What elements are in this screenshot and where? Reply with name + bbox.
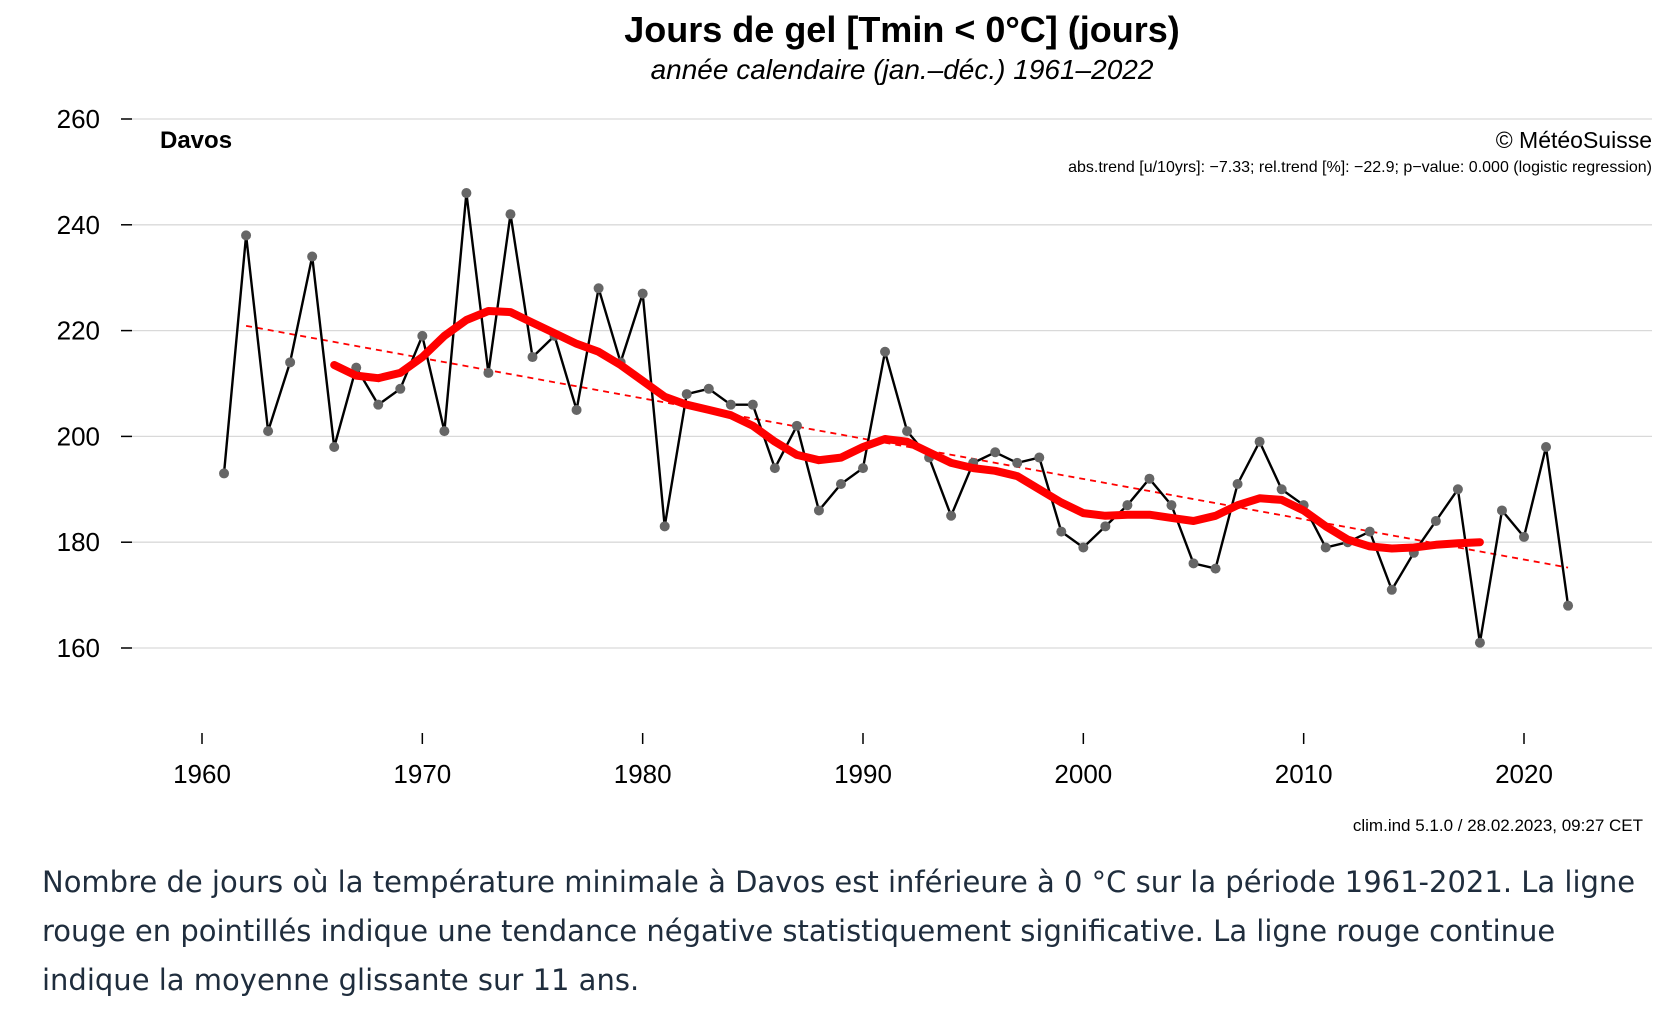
y-axis: 160 180 200 220 240 260: [57, 104, 132, 663]
x-tick-label: 2020: [1495, 759, 1553, 789]
data-point: [527, 352, 538, 363]
data-point: [1474, 637, 1485, 648]
data-point: [946, 510, 957, 521]
frost-days-chart: Jours de gel [Tmin < 0°C] (jours) année …: [57, 9, 1652, 835]
data-point: [1563, 600, 1574, 611]
trend-layer: [245, 324, 1569, 569]
data-point: [1144, 473, 1155, 484]
data-point: [990, 447, 1001, 458]
data-point: [769, 463, 780, 474]
grid: [132, 118, 1652, 649]
y-tick-label: 200: [57, 421, 100, 451]
x-axis: 1960 1970 1980 1990 2000 2010 2020: [173, 733, 1553, 789]
data-point: [1122, 500, 1133, 511]
data-point: [1188, 558, 1199, 569]
y-tick-label: 260: [57, 104, 100, 134]
data-point: [1034, 452, 1045, 463]
data-point: [1100, 521, 1111, 532]
data-point: [1541, 441, 1552, 452]
station-label: Davos: [160, 127, 232, 154]
moving-average-line: [330, 307, 1484, 553]
data-point: [571, 404, 582, 415]
data-point: [1386, 584, 1397, 595]
data-point: [263, 426, 274, 437]
x-tick-label: 1970: [393, 759, 451, 789]
data-point: [1496, 505, 1507, 516]
x-tick-label: 1980: [614, 759, 672, 789]
data-point: [241, 230, 252, 241]
data-point: [1320, 542, 1331, 553]
data-point: [373, 399, 384, 410]
data-point: [1364, 526, 1375, 537]
data-point: [1078, 542, 1089, 553]
x-tick-label: 2000: [1054, 759, 1112, 789]
data-point: [637, 288, 648, 299]
chart-caption: Nombre de jours où la température minima…: [42, 865, 1636, 997]
data-point: [1232, 479, 1243, 490]
data-point: [1210, 563, 1221, 574]
trend-line: [245, 324, 1569, 569]
data-point: [505, 209, 516, 220]
data-point: [307, 251, 318, 262]
chart-title: Jours de gel [Tmin < 0°C] (jours): [624, 9, 1179, 50]
data-point: [1452, 484, 1463, 495]
x-tick-label: 2010: [1275, 759, 1333, 789]
y-tick-label: 240: [57, 210, 100, 240]
copyright-label: © MétéoSuisse: [1496, 127, 1652, 153]
data-point: [329, 441, 340, 452]
data-point: [285, 357, 296, 368]
data-point: [659, 521, 670, 532]
data-point: [681, 389, 692, 400]
data-point: [902, 426, 913, 437]
data-point: [835, 479, 846, 490]
data-point: [1254, 436, 1265, 447]
data-point: [813, 505, 824, 516]
data-point: [858, 463, 868, 474]
smooth-layer: [330, 307, 1484, 553]
data-point: [1519, 531, 1529, 542]
data-point: [747, 399, 758, 410]
data-point: [791, 420, 802, 431]
data-point: [219, 468, 230, 479]
data-point: [483, 367, 494, 378]
data-point: [703, 383, 714, 394]
y-tick-label: 180: [57, 527, 100, 557]
data-point: [1276, 484, 1287, 495]
y-tick-label: 160: [57, 633, 100, 663]
chart-subtitle: année calendaire (jan.–déc.) 1961–2022: [651, 54, 1154, 85]
data-point: [1056, 526, 1067, 537]
data-point: [1166, 500, 1177, 511]
data-point: [1012, 457, 1023, 468]
data-point: [725, 399, 736, 410]
data-point: [395, 383, 406, 394]
y-tick-label: 220: [57, 316, 100, 346]
trend-stats-label: abs.trend [u/10yrs]: −7.33; rel.trend [%…: [1068, 159, 1652, 176]
x-tick-label: 1990: [834, 759, 892, 789]
data-point: [880, 346, 891, 357]
data-point: [439, 426, 450, 437]
observed-line: [222, 192, 1570, 643]
data-point: [1430, 516, 1441, 527]
x-tick-label: 1960: [173, 759, 231, 789]
observed-layer: [219, 188, 1574, 648]
data-point: [461, 188, 472, 199]
version-label: clim.ind 5.1.0 / 28.02.2023, 09:27 CET: [1353, 816, 1643, 835]
data-point: [593, 283, 604, 294]
data-point: [417, 330, 428, 341]
